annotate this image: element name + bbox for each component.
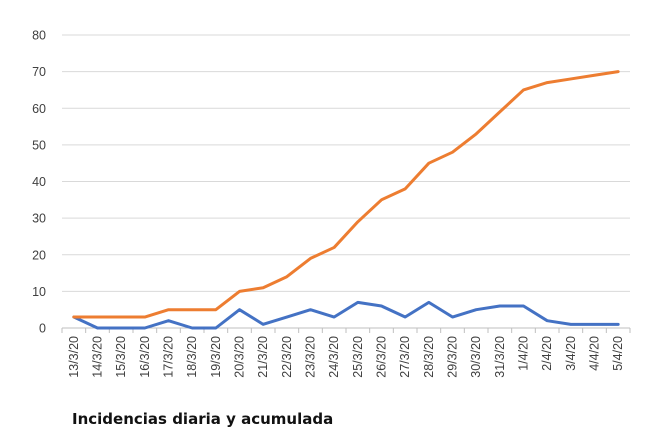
x-tick-label: 4/4/20 <box>588 336 602 371</box>
x-tick-label: 26/3/20 <box>375 336 389 378</box>
series-line-1 <box>72 300 620 330</box>
gridlines <box>62 34 630 329</box>
x-tick-label: 13/3/20 <box>67 336 81 378</box>
x-tick-label: 20/3/20 <box>233 336 247 378</box>
y-tick-label: 10 <box>32 285 46 299</box>
x-tick-label: 18/3/20 <box>185 336 199 378</box>
x-tick-label: 29/3/20 <box>446 336 460 378</box>
x-tick-label: 22/3/20 <box>280 336 294 378</box>
x-tick-label: 30/3/20 <box>469 336 483 378</box>
y-tick-label: 30 <box>32 212 46 226</box>
x-tick-label: 2/4/20 <box>540 336 554 371</box>
y-tick-label: 0 <box>39 322 46 336</box>
x-tick-label: 14/3/20 <box>91 336 105 378</box>
x-tick-label: 24/3/20 <box>327 336 341 378</box>
x-tick-label: 27/3/20 <box>398 336 412 378</box>
x-tick-label: 1/4/20 <box>517 336 531 371</box>
y-axis-ticks: 0 10 20 30 40 50 60 70 80 <box>32 29 46 336</box>
x-tick-label: 5/4/20 <box>611 336 625 371</box>
x-tick-label: 16/3/20 <box>138 336 152 378</box>
x-tick-label: 3/4/20 <box>564 336 578 371</box>
y-tick-label: 70 <box>32 65 46 79</box>
y-tick-label: 50 <box>32 138 46 152</box>
y-tick-label: 40 <box>32 175 46 189</box>
y-tick-label: 20 <box>32 248 46 262</box>
series-line-2 <box>72 70 620 319</box>
x-tick-label: 31/3/20 <box>493 336 507 378</box>
chart-caption: Incidencias diaria y acumulada <box>72 410 334 428</box>
x-axis-ticks: 13/3/20 14/3/20 15/3/20 16/3/20 17/3/20 18/3/… <box>61 328 631 378</box>
y-tick-label: 80 <box>32 29 46 43</box>
x-tick-label: 17/3/20 <box>162 336 176 378</box>
x-tick-label: 25/3/20 <box>351 336 365 378</box>
x-tick-label: 23/3/20 <box>304 336 318 378</box>
x-tick-label: 21/3/20 <box>256 336 270 378</box>
x-tick-label: 28/3/20 <box>422 336 436 378</box>
x-tick-label: 15/3/20 <box>114 336 128 378</box>
series-lines <box>72 70 620 330</box>
x-tick-label: 19/3/20 <box>209 336 223 378</box>
y-tick-label: 60 <box>32 102 46 116</box>
